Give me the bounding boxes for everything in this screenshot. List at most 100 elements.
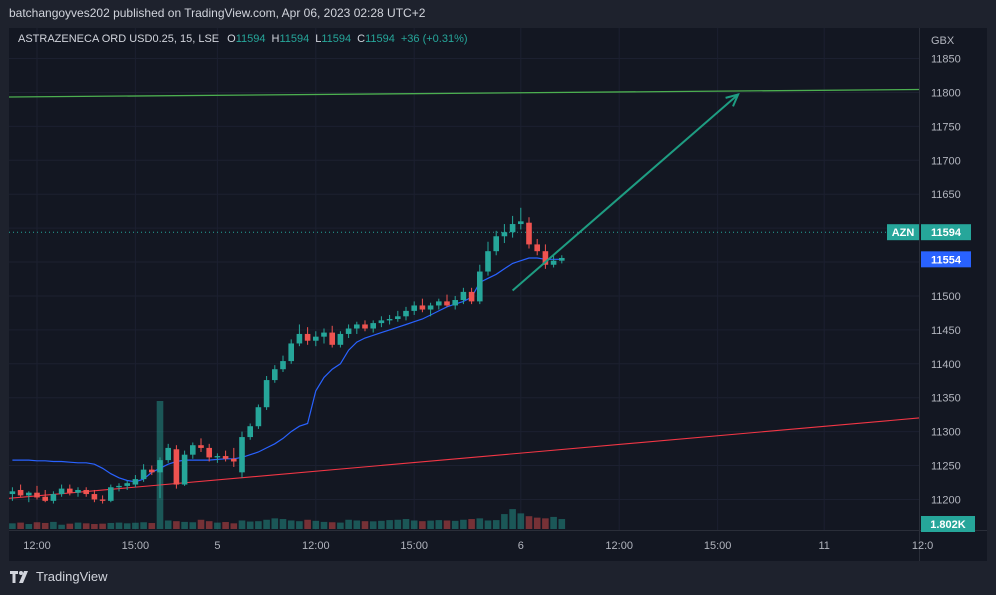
candle-body — [263, 380, 270, 408]
candle — [493, 230, 499, 256]
candle — [444, 294, 450, 307]
candle-body — [83, 489, 89, 495]
candle-body — [501, 232, 508, 237]
volume-bar — [263, 519, 270, 529]
candle — [559, 255, 565, 264]
x-tick-label: 12:00 — [605, 540, 633, 552]
candle — [485, 241, 491, 276]
y-tick-label: 11200 — [931, 494, 961, 506]
candle-body — [526, 222, 532, 245]
candle-body — [255, 407, 262, 427]
volume-bar — [33, 522, 41, 529]
candle — [304, 327, 311, 345]
candle — [272, 365, 278, 383]
candle — [75, 487, 81, 497]
publish-info: batchangoyves202 published on TradingVie… — [9, 6, 426, 20]
volume-bar — [410, 520, 418, 529]
candle-body — [239, 437, 245, 473]
candle-body — [370, 323, 376, 329]
candle — [140, 464, 147, 482]
candle-body — [91, 494, 98, 500]
candle-body — [509, 224, 516, 233]
last-price-text: 11594 — [931, 227, 962, 239]
candle-body — [157, 460, 163, 473]
volume-bar — [271, 518, 279, 529]
candle — [222, 450, 229, 462]
volume-bar — [230, 523, 238, 529]
volume-bar — [451, 520, 459, 529]
volume-bar — [279, 519, 287, 529]
candle-body — [378, 320, 385, 324]
volume-bar — [509, 509, 516, 529]
candle — [67, 484, 73, 496]
candle — [468, 287, 475, 305]
candle-body — [452, 300, 458, 306]
volume-bar — [41, 522, 49, 529]
candle — [509, 215, 516, 238]
volume-bar — [82, 523, 90, 529]
candle-body — [99, 499, 106, 501]
volume-bar — [484, 520, 492, 529]
volume-bar — [197, 519, 205, 529]
price-chart[interactable]: GBX 11200 11250 11300 11350 11400 11450 11500 11… — [9, 28, 987, 561]
tradingview-logo-icon — [10, 570, 28, 583]
candle — [534, 238, 540, 256]
volume-bar — [214, 522, 221, 529]
candle — [501, 224, 508, 244]
candle — [518, 207, 524, 230]
volume-bar — [9, 523, 16, 529]
volume-bar — [337, 522, 344, 529]
resistance-trendline — [9, 88, 919, 98]
candle-body — [140, 469, 147, 480]
volume-bar — [255, 521, 262, 529]
candle — [452, 295, 458, 310]
candle — [124, 480, 130, 490]
candle-body — [427, 305, 434, 310]
volume-bar — [492, 520, 500, 529]
candle-body — [477, 271, 483, 302]
symbol-tag-bg — [887, 224, 919, 241]
footer-brand[interactable]: TradingView — [10, 569, 108, 584]
candle-body — [132, 479, 139, 485]
candle-body — [42, 496, 48, 501]
volume-bar — [107, 522, 115, 529]
volume-bar — [361, 521, 369, 529]
volume-bar — [378, 520, 385, 529]
candle — [436, 298, 442, 310]
volume-bar — [140, 522, 147, 529]
candle — [329, 325, 335, 348]
volume-bar — [304, 519, 311, 529]
candle — [370, 320, 376, 333]
volume-bar — [205, 521, 213, 529]
candle — [157, 457, 163, 499]
candle — [108, 484, 114, 503]
candle — [17, 484, 24, 497]
candle — [149, 465, 155, 476]
x-tick-label: 15:00 — [400, 540, 428, 552]
y-tick-label: 11650 — [931, 189, 961, 201]
chart-panel[interactable]: GBX 11200 11250 11300 11350 11400 11450 11500 11… — [9, 28, 987, 561]
y-tick-label: 11450 — [931, 325, 961, 337]
candle-body — [542, 251, 549, 265]
candle-body — [436, 301, 442, 306]
candle-body — [460, 291, 467, 301]
candle — [550, 255, 557, 268]
volume-bar — [25, 524, 33, 529]
candle — [395, 310, 401, 322]
candle-body — [206, 447, 212, 458]
last-price-badge — [921, 224, 971, 241]
candle — [214, 453, 221, 463]
close-label: C — [357, 33, 366, 45]
candle-body — [550, 260, 557, 265]
candle-body — [26, 492, 32, 496]
open-label: O — [227, 33, 236, 45]
volume-bar — [525, 516, 533, 529]
candle-body — [67, 488, 73, 493]
candle — [255, 404, 262, 429]
candle — [132, 475, 139, 488]
candle — [263, 376, 270, 410]
candle — [419, 298, 426, 313]
candle — [50, 491, 57, 504]
candle — [403, 306, 409, 321]
volume-bar — [550, 516, 557, 529]
